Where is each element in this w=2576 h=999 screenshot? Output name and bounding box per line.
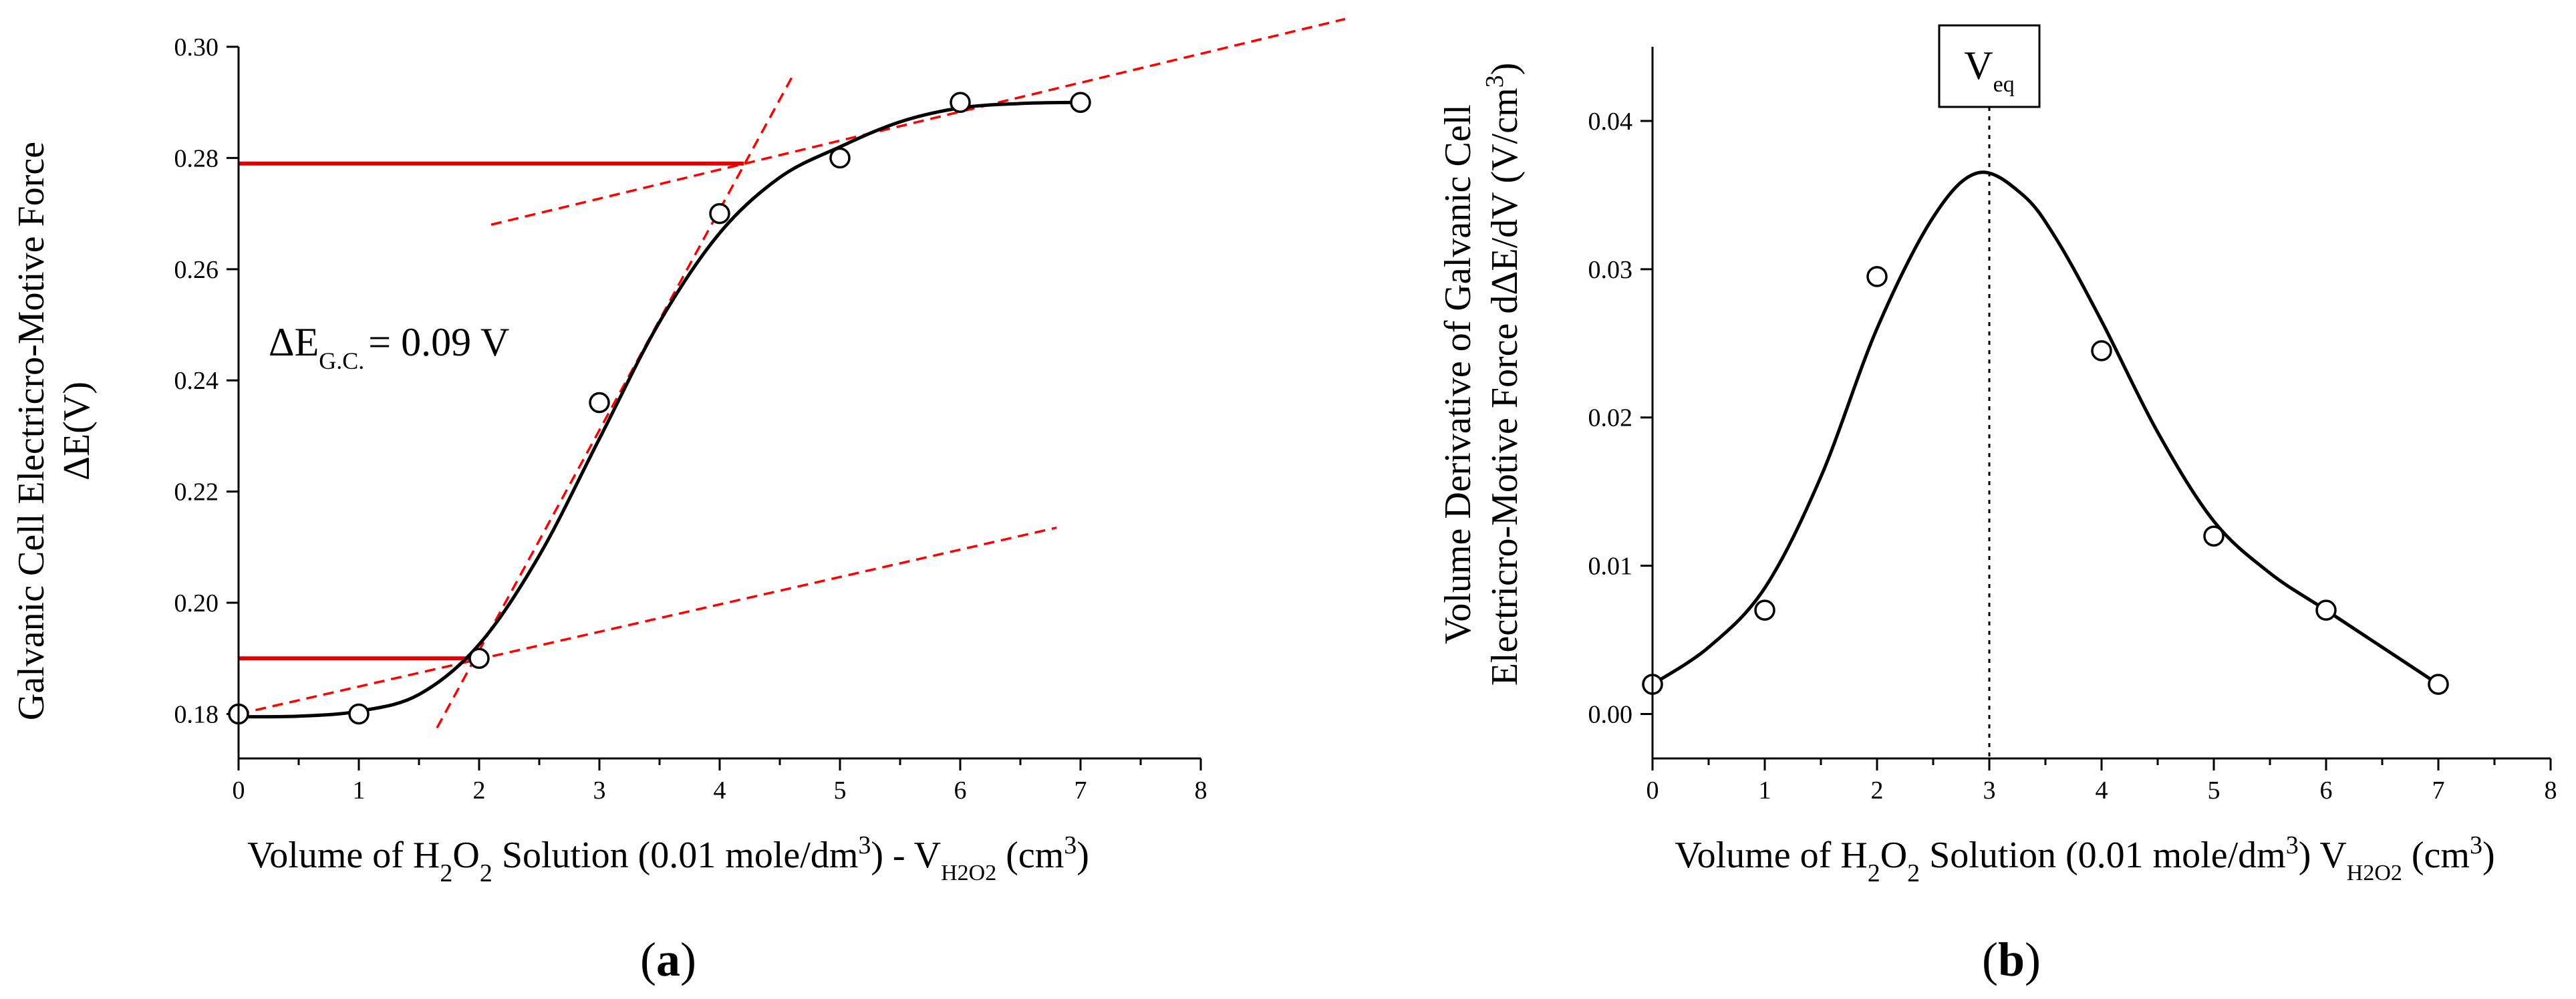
data-point: [589, 392, 610, 414]
veq-sub: eq: [1993, 72, 2015, 97]
panel-a-y-axis-title: Galvanic Cell Electricro-Motive Force ΔE…: [11, 142, 98, 720]
data-point: [2203, 525, 2225, 547]
x-tick-label: 3: [593, 776, 606, 805]
annot-subscript: G.C.: [319, 347, 364, 374]
x-tick-label: 5: [834, 776, 847, 805]
y-tick-label: 0.24: [174, 367, 219, 395]
panel-b-veq-label: Veq: [1938, 24, 2041, 108]
panel-b-x-axis-title: Volume of H2O2 Solution (0.01 mole/dm3) …: [1675, 831, 2494, 887]
y-tick-label: 0.28: [174, 144, 219, 172]
panel-a-fit-curve: [238, 100, 1081, 719]
data-point: [709, 202, 730, 225]
y-tick-label: 0.30: [174, 33, 219, 61]
x-tick-label: 8: [2545, 776, 2557, 805]
panel-b-ticks: 0 1 2 3 4 5 6 7 8 0.00 0.01 0.02 0.03 0.04: [1588, 108, 2557, 805]
data-point: [2091, 340, 2112, 362]
x-tick-label: 7: [2432, 776, 2445, 805]
y-tick-label: 0.03: [1588, 256, 1633, 284]
caption-b-letter: b: [1998, 933, 2025, 986]
data-point: [2428, 674, 2449, 695]
panel-b-caption: (b): [1982, 933, 2041, 986]
panel-a-y-title-line2: ΔE(V): [56, 382, 98, 480]
veq-box: [1938, 24, 2041, 108]
panel-a-emf-annotation: ΔEG.C. = 0.09 V: [269, 320, 509, 374]
x-tick-label: 5: [2208, 776, 2221, 805]
data-point: [829, 147, 851, 169]
data-point: [950, 92, 971, 113]
x-tick-label: 1: [353, 776, 366, 805]
y-tick-label: 0.02: [1588, 404, 1633, 432]
data-point: [348, 703, 370, 725]
data-point: [2315, 599, 2337, 621]
annot-prefix: ΔE: [269, 320, 319, 364]
x-tick-label: 6: [2320, 776, 2333, 805]
data-point: [1070, 92, 1091, 113]
panel-a-axes: [237, 47, 1201, 760]
panel-a-data-points: [228, 92, 1091, 725]
x-tick-label: 2: [1871, 776, 1884, 805]
x-tick-label: 4: [2096, 776, 2108, 805]
data-point: [1754, 599, 1775, 621]
veq-main: V: [1964, 43, 1993, 88]
y-tick-label: 0.18: [174, 700, 219, 728]
y-tick-label: 0.00: [1588, 700, 1633, 728]
data-point: [1866, 266, 1888, 287]
y-tick-label: 0.26: [174, 256, 219, 284]
panel-a-ticks: 0 1 2 3 4 5 6 7 8 0.18 0.20 0.22 0.24 0.26 0.28 0.30: [174, 33, 1207, 805]
y-tick-label: 0.04: [1588, 108, 1633, 136]
x-tick-label: 7: [1075, 776, 1087, 805]
x-tick-label: 3: [1983, 776, 1996, 805]
panel-b-y-axis-title: Volume Derivative of Galvanic Cell Elect…: [1437, 63, 1526, 686]
panel-b-y-title-line1: Volume Derivative of Galvanic Cell: [1437, 104, 1479, 644]
x-tick-label: 8: [1195, 776, 1207, 805]
y-tick-label: 0.20: [174, 589, 219, 617]
panel-b-data-points: [1642, 80, 2449, 695]
x-tick-label: 2: [473, 776, 486, 805]
panel-a-tangent-lines: [238, 17, 1346, 729]
tangent-line: [436, 76, 793, 729]
panel-b-fit-curve: [1651, 170, 2440, 686]
panel-b-chart: 0 1 2 3 4 5 6 7 8 0.00 0.01 0.02 0.03 0.04 Veq Volume…: [1437, 24, 2557, 986]
caption-a-letter: a: [656, 933, 680, 986]
x-tick-label: 0: [233, 776, 245, 805]
x-tick-label: 0: [1647, 776, 1659, 805]
x-tick-label: 4: [714, 776, 726, 805]
panel-a-x-axis-title: Volume of H2O2 Solution (0.01 mole/dm3) …: [247, 831, 1089, 887]
tangent-line: [490, 17, 1346, 226]
panel-a-caption: (a): [640, 933, 696, 986]
y-tick-label: 0.01: [1588, 553, 1633, 581]
panel-a-level-lines: [239, 161, 744, 661]
annot-suffix: = 0.09 V: [368, 320, 509, 364]
panel-b-axes: [1651, 47, 2551, 760]
y-tick-label: 0.22: [174, 478, 219, 507]
veq-text: Veq: [1964, 43, 2014, 97]
panel-a-chart: 0 1 2 3 4 5 6 7 8 0.18 0.20 0.22 0.24 0.26 0.28 0.30 ΔE…: [11, 17, 1346, 986]
x-tick-label: 6: [954, 776, 967, 805]
x-tick-label: 1: [1759, 776, 1771, 805]
data-point: [468, 648, 490, 669]
panel-a-y-title-line1: Galvanic Cell Electricro-Motive Force: [11, 142, 52, 720]
panel-b-y-title-line2: Electricro-Motive Force dΔE/dV (V/cm3): [1481, 63, 1526, 686]
tangent-line: [238, 527, 1057, 716]
